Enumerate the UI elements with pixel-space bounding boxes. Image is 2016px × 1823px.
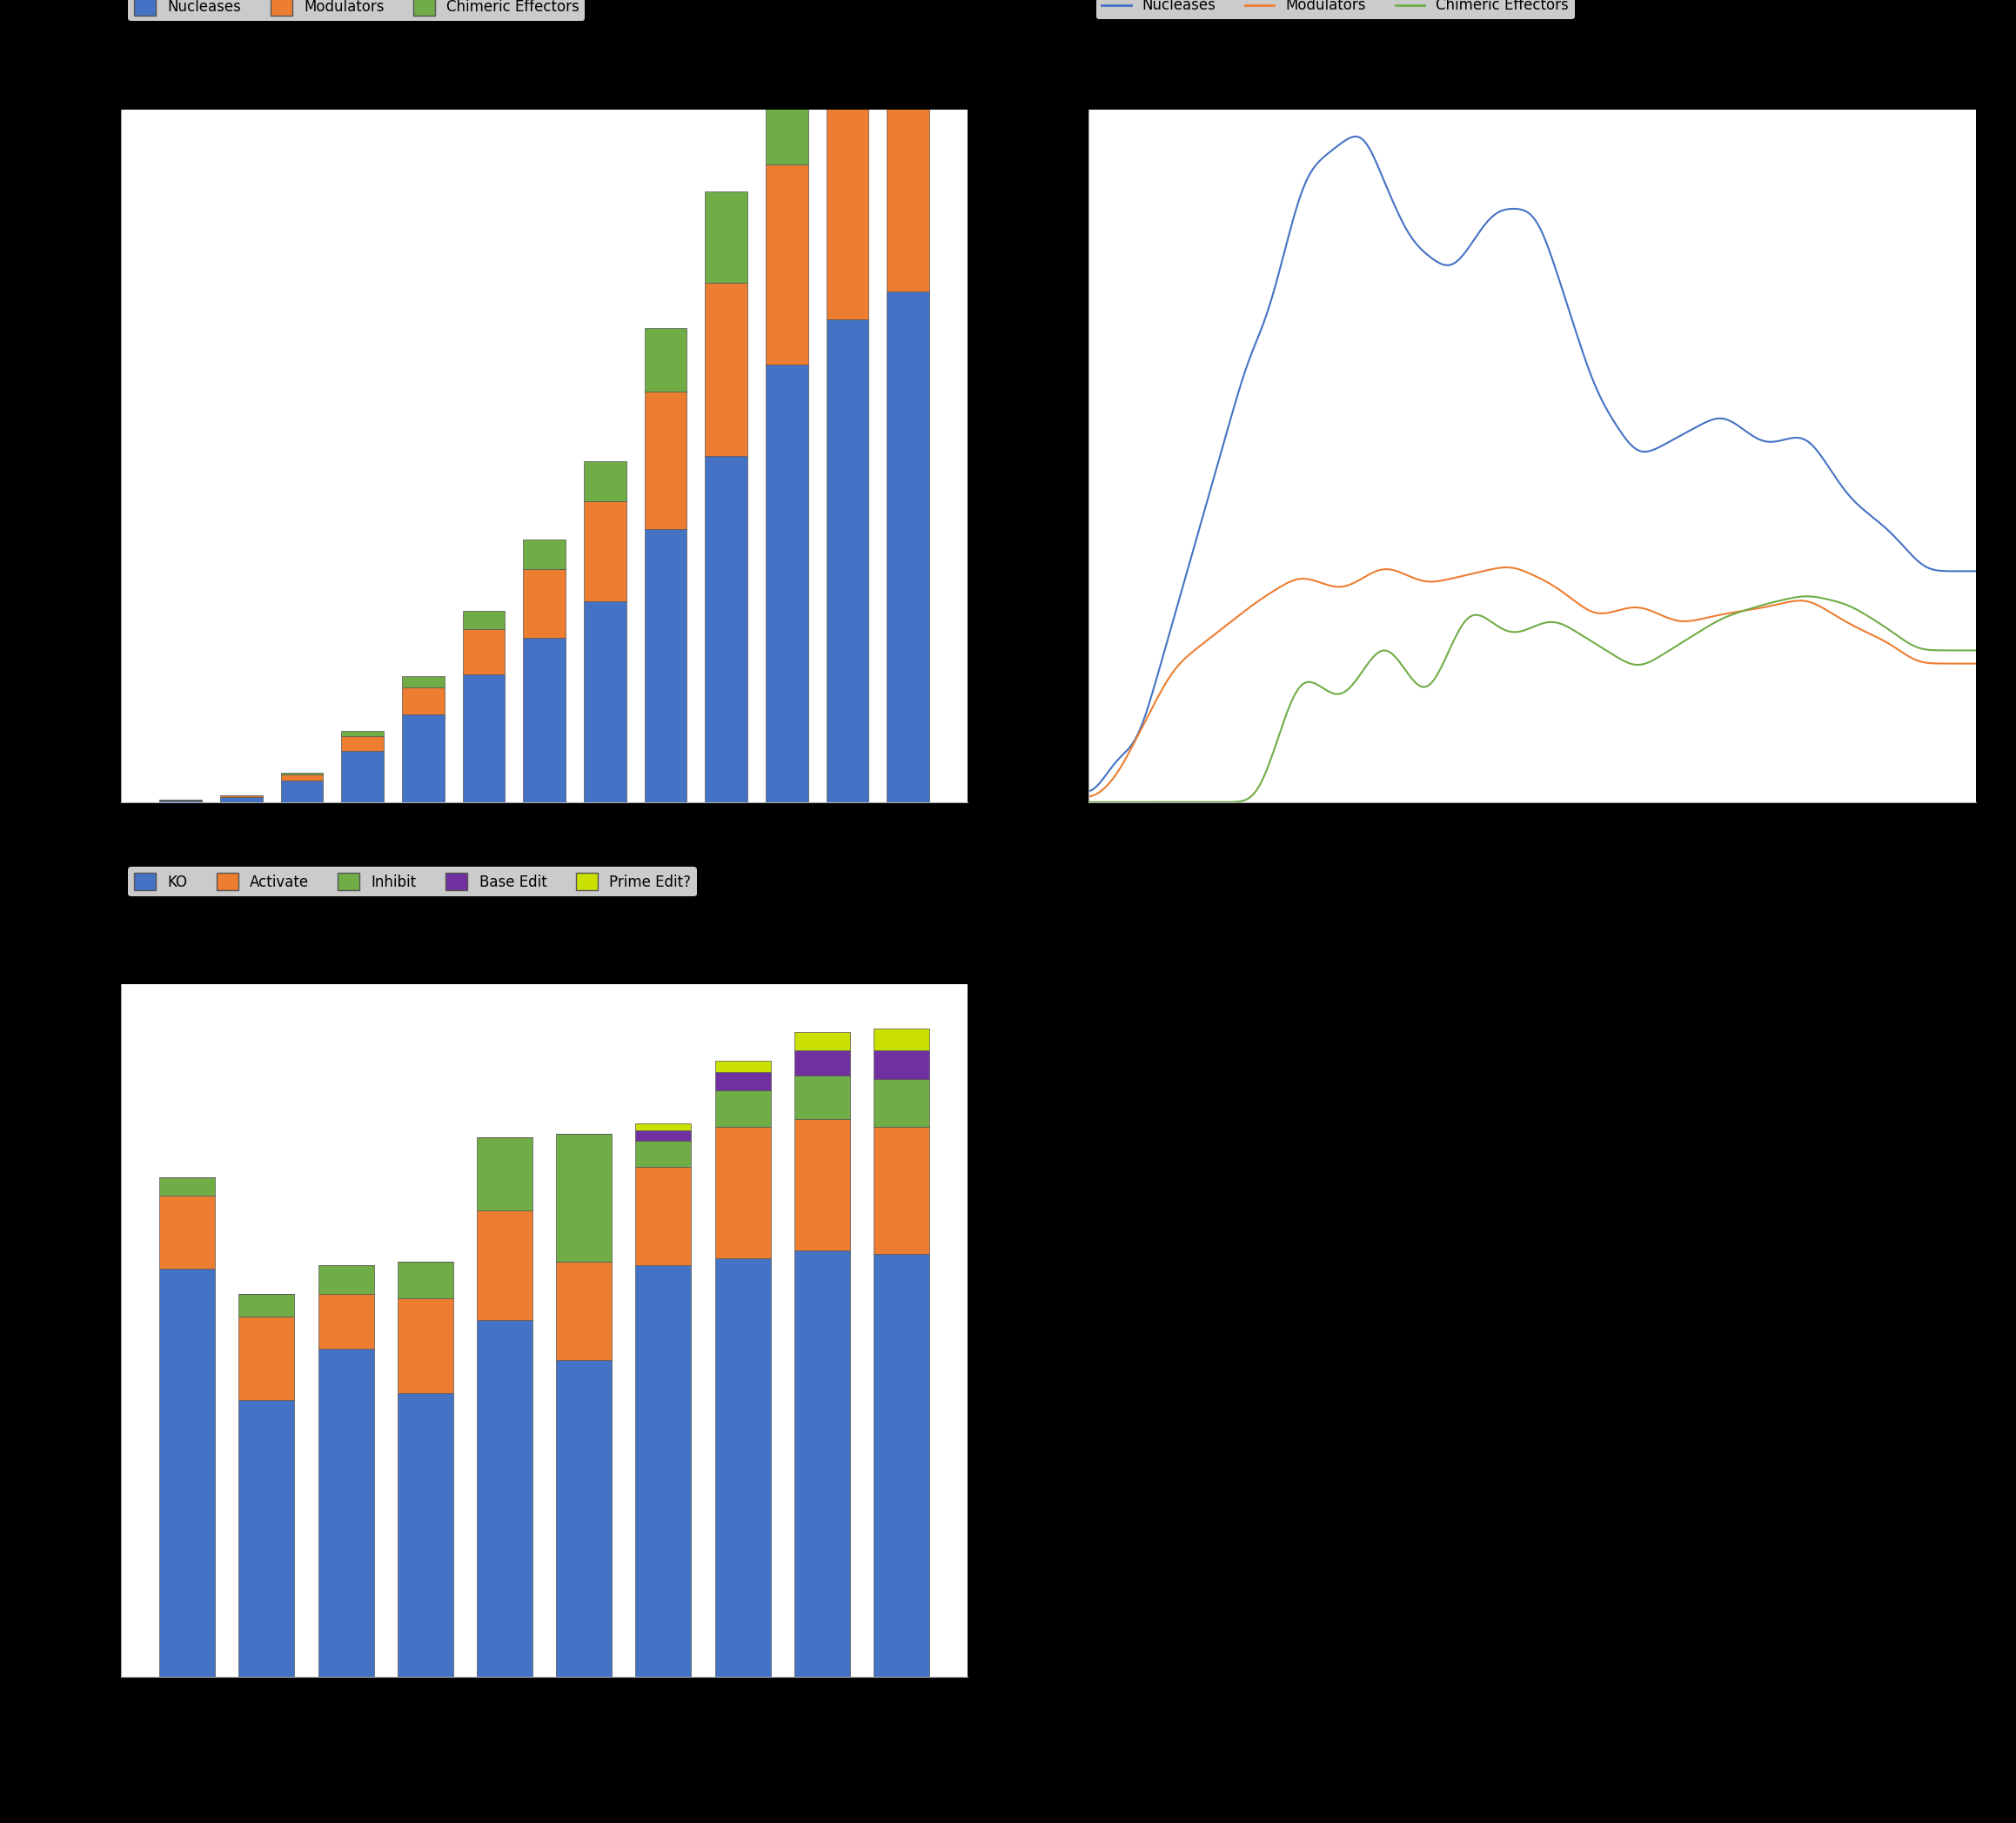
- Bar: [522, 540, 566, 569]
- Bar: [716, 1127, 770, 1258]
- Y-axis label: # Plasmids: # Plasmids: [50, 1283, 67, 1378]
- Bar: [873, 1127, 929, 1254]
- Bar: [159, 800, 202, 802]
- Bar: [341, 731, 383, 736]
- Bar: [556, 1262, 611, 1360]
- Y-axis label: # Plasmids: # Plasmids: [46, 408, 62, 503]
- Bar: [645, 529, 687, 802]
- Legend: Nucleases, Modulators, Chimeric Effectors: Nucleases, Modulators, Chimeric Effector…: [1097, 0, 1574, 20]
- Legend: Nucleases, Modulators, Chimeric Effectors: Nucleases, Modulators, Chimeric Effector…: [129, 0, 585, 22]
- Bar: [873, 1050, 929, 1079]
- Bar: [716, 1090, 770, 1127]
- Bar: [159, 1178, 216, 1196]
- Bar: [462, 675, 504, 802]
- Bar: [645, 392, 687, 529]
- Bar: [635, 1123, 691, 1130]
- Bar: [220, 797, 262, 802]
- Bar: [401, 715, 444, 802]
- Bar: [397, 1393, 454, 1677]
- Bar: [645, 328, 687, 392]
- Bar: [873, 1079, 929, 1127]
- Bar: [766, 164, 808, 365]
- Bar: [585, 602, 627, 802]
- Bar: [794, 1032, 851, 1050]
- Bar: [716, 1258, 770, 1677]
- Bar: [635, 1167, 691, 1265]
- Bar: [159, 1269, 216, 1677]
- Bar: [716, 1072, 770, 1090]
- Bar: [280, 780, 323, 802]
- Bar: [794, 1076, 851, 1119]
- Bar: [462, 629, 504, 675]
- Bar: [478, 1320, 532, 1677]
- Bar: [585, 461, 627, 501]
- Bar: [873, 1028, 929, 1050]
- Bar: [522, 569, 566, 638]
- Bar: [585, 501, 627, 602]
- Bar: [319, 1265, 373, 1294]
- Bar: [341, 751, 383, 802]
- Bar: [238, 1400, 294, 1677]
- Bar: [706, 191, 748, 283]
- Bar: [319, 1349, 373, 1677]
- Bar: [887, 18, 929, 292]
- Bar: [556, 1360, 611, 1677]
- Bar: [280, 775, 323, 780]
- Legend: KO, Activate, Inhibit, Base Edit, Prime Edit?: KO, Activate, Inhibit, Base Edit, Prime …: [129, 868, 698, 897]
- Bar: [716, 1061, 770, 1072]
- Bar: [478, 1138, 532, 1210]
- Bar: [635, 1130, 691, 1141]
- Bar: [794, 1251, 851, 1677]
- Bar: [556, 1134, 611, 1262]
- Bar: [397, 1298, 454, 1393]
- Bar: [159, 1196, 216, 1269]
- Bar: [401, 676, 444, 687]
- Bar: [887, 292, 929, 802]
- Bar: [766, 36, 808, 164]
- Bar: [827, 319, 869, 802]
- Bar: [462, 611, 504, 629]
- Bar: [522, 638, 566, 802]
- Bar: [319, 1294, 373, 1349]
- Y-axis label: # Plasmids / month: # Plasmids / month: [1028, 372, 1044, 540]
- Bar: [887, 0, 929, 18]
- Bar: [238, 1316, 294, 1400]
- Bar: [401, 687, 444, 715]
- Bar: [794, 1119, 851, 1251]
- Bar: [827, 0, 869, 82]
- Bar: [873, 1254, 929, 1677]
- Bar: [827, 82, 869, 319]
- Bar: [794, 1050, 851, 1076]
- Bar: [635, 1141, 691, 1167]
- Bar: [478, 1210, 532, 1320]
- Bar: [341, 736, 383, 751]
- Bar: [635, 1265, 691, 1677]
- Bar: [238, 1294, 294, 1316]
- Bar: [706, 283, 748, 456]
- Bar: [706, 456, 748, 802]
- Bar: [397, 1262, 454, 1298]
- Bar: [766, 365, 808, 802]
- Bar: [280, 773, 323, 775]
